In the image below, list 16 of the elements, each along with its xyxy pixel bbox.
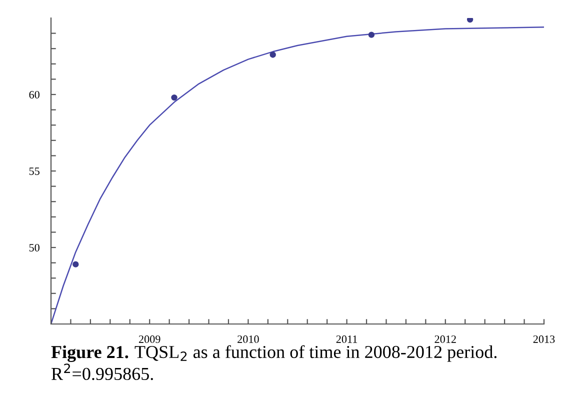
x-tick-label: 2011: [336, 335, 358, 343]
point: [72, 261, 79, 268]
point: [466, 18, 474, 23]
x-tick-label: 2010: [238, 335, 259, 343]
point: [171, 94, 178, 101]
caption: Figure 21.: [51, 345, 128, 362]
y-tick-label: 60: [29, 90, 40, 98]
point: [368, 32, 375, 38]
text: TQSL$_{2}$ as a function of time in 2008-2012 period.: [134, 345, 497, 362]
text: R$^{2}$=0.995865.: [52, 364, 153, 380]
x-tick-label: 2012: [434, 335, 456, 343]
x-tick-label: 2013: [533, 335, 555, 343]
point: [270, 52, 276, 58]
y-tick-label: 50: [29, 244, 40, 252]
y-tick-label: 55: [29, 168, 40, 175]
x-tick-label: 2009: [138, 335, 160, 343]
